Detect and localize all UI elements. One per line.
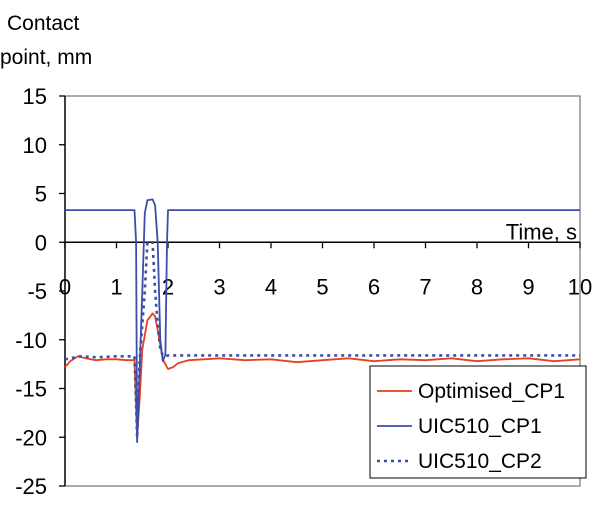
x-tick-label: 9 [522, 274, 534, 299]
x-tick-label: 7 [419, 274, 431, 299]
x-tick-label: 1 [110, 274, 122, 299]
x-tick-label: 3 [213, 274, 225, 299]
y-tick-label: 5 [35, 182, 47, 207]
y-tick-label: -25 [15, 474, 47, 499]
x-tick-label: 2 [162, 274, 174, 299]
legend-label: Optimised_CP1 [418, 380, 565, 403]
y-tick-label: 15 [23, 84, 47, 109]
y-axis-label-line-1: Contact [7, 12, 80, 35]
legend: Optimised_CP1 UIC510_CP1 UIC510_CP2 [369, 365, 587, 479]
legend-label: UIC510_CP1 [418, 415, 542, 438]
legend-box [369, 365, 587, 479]
legend-label: UIC510_CP2 [418, 450, 542, 473]
y-tick-label: 0 [35, 230, 47, 255]
x-tick-label: 6 [368, 274, 380, 299]
y-tick-label: -10 [15, 328, 47, 353]
y-tick-label: 10 [23, 133, 47, 158]
series-line-uic510-cp1 [65, 198, 580, 444]
y-tick-label: -15 [15, 377, 47, 402]
y-tick-label: -20 [15, 425, 47, 450]
x-tick-label: 0 [59, 274, 71, 299]
series-line-uic510-cp2 [64, 241, 580, 439]
y-axis-label-line-2: point, mm [0, 46, 93, 69]
x-tick-label: 5 [316, 274, 328, 299]
x-tick-label: 8 [471, 274, 483, 299]
x-tick-label: 10 [568, 274, 592, 299]
series-line-optimised-cp1 [64, 312, 581, 439]
x-tick-label: 4 [265, 274, 277, 299]
x-axis-label: Time, s [506, 219, 577, 244]
y-tick-label: -5 [27, 279, 47, 304]
